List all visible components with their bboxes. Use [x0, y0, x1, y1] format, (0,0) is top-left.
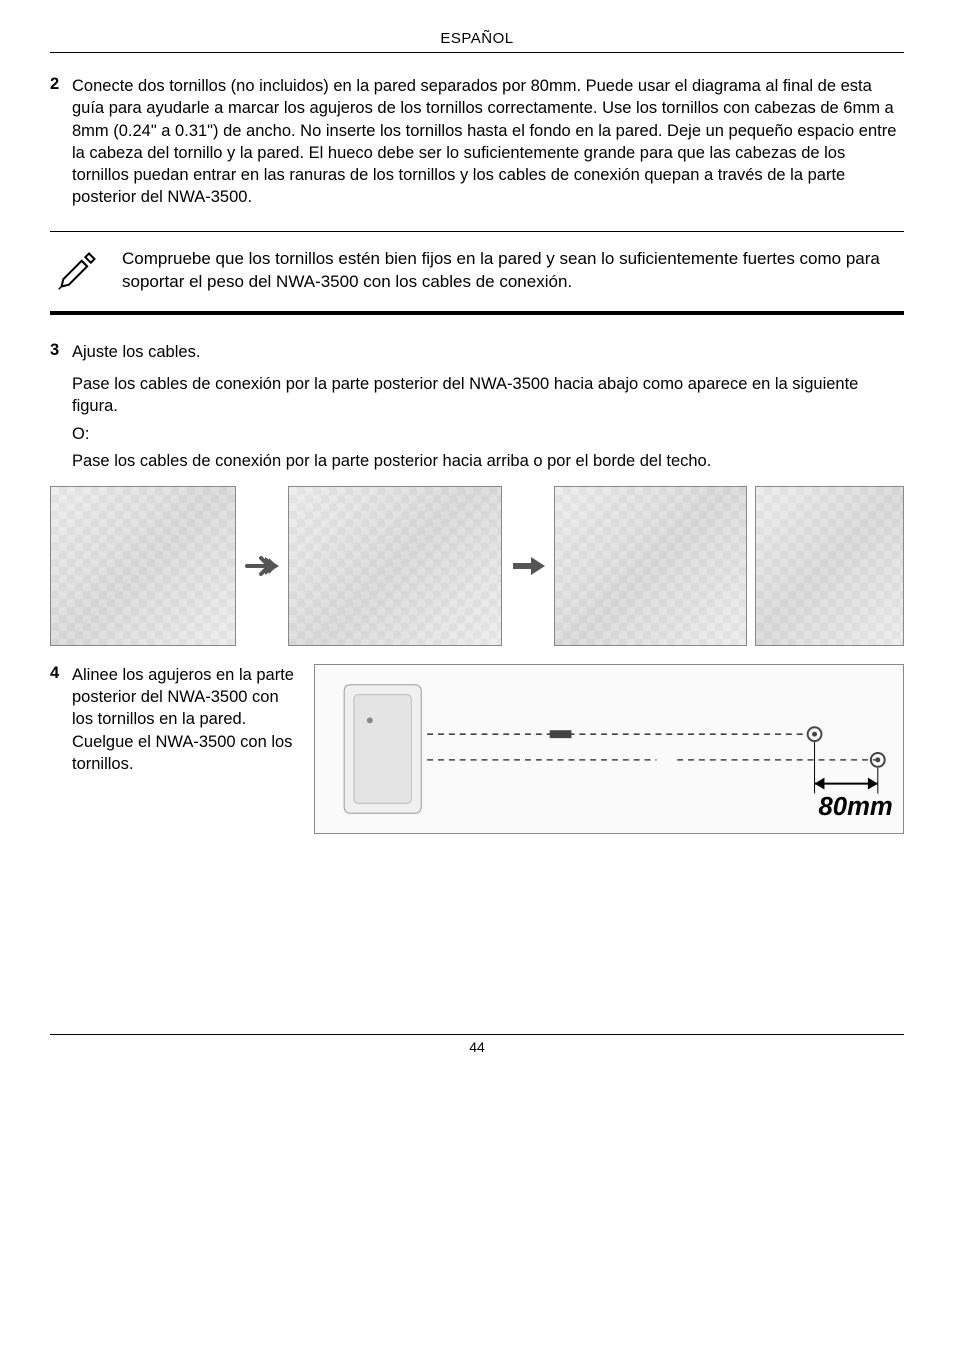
arrow-right-icon	[245, 551, 279, 581]
step-4-text: Alinee los agujeros en la parte posterio…	[72, 664, 298, 775]
mounting-diagram: 80mm	[315, 665, 903, 833]
note-pencil-icon	[56, 248, 104, 297]
step-2: 2 Conecte dos tornillos (no incluidos) e…	[50, 75, 904, 209]
image-placeholder	[51, 487, 235, 645]
step-4: 4 Alinee los agujeros en la parte poster…	[50, 664, 298, 775]
note-box: Compruebe que los tornillos estén bien f…	[50, 231, 904, 315]
page-header: ESPAÑOL	[50, 30, 904, 53]
page-number: 44	[469, 1039, 485, 1055]
step-3-para-2: Pase los cables de conexión por la parte…	[72, 450, 904, 472]
step-3-para-1: Pase los cables de conexión por la parte…	[72, 373, 904, 418]
step-2-text: Conecte dos tornillos (no incluidos) en …	[72, 75, 904, 209]
image-row	[50, 486, 904, 646]
image-placeholder	[289, 487, 502, 645]
step-3-or: O:	[72, 423, 904, 445]
image-placeholder	[756, 487, 903, 645]
step-3-number: 3	[50, 341, 68, 363]
install-image-3	[554, 486, 747, 646]
install-image-4	[755, 486, 904, 646]
dimension-label: 80mm	[819, 793, 893, 821]
arrow-right-icon	[511, 551, 545, 581]
step-4-left: 4 Alinee los agujeros en la parte poster…	[50, 664, 298, 834]
arrow-1	[244, 486, 280, 646]
step-3: 3 Ajuste los cables.	[50, 341, 904, 363]
step-3-title: Ajuste los cables.	[72, 341, 904, 363]
step-4-diagram: 80mm	[314, 664, 904, 834]
note-text: Compruebe que los tornillos estén bien f…	[122, 248, 904, 294]
install-image-2	[288, 486, 503, 646]
page-footer: 44	[50, 1034, 904, 1055]
step-4-row: 4 Alinee los agujeros en la parte poster…	[50, 664, 904, 834]
image-placeholder	[555, 487, 746, 645]
page: ESPAÑOL 2 Conecte dos tornillos (no incl…	[0, 0, 954, 1075]
step-2-number: 2	[50, 75, 68, 209]
step-4-number: 4	[50, 664, 68, 775]
install-image-1	[50, 486, 236, 646]
header-language: ESPAÑOL	[440, 30, 513, 47]
arrow-2	[510, 486, 546, 646]
